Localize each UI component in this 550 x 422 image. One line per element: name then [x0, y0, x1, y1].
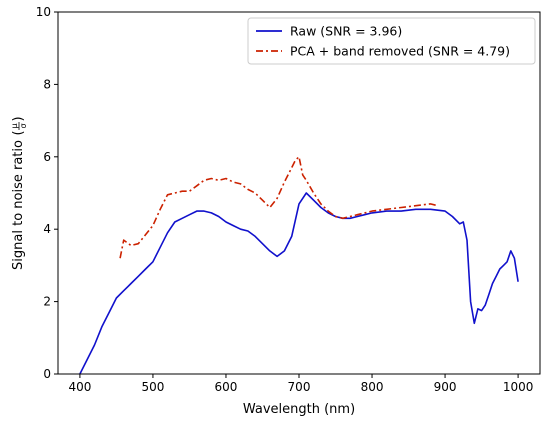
- x-axis-label: Wavelength (nm): [243, 402, 355, 417]
- x-tick-label: 700: [288, 380, 311, 394]
- y-tick-label: 8: [43, 77, 51, 91]
- plot-frame: [57, 11, 541, 375]
- y-tick-label: 6: [43, 150, 51, 164]
- series-layer: [79, 156, 519, 375]
- x-tick-label: 400: [68, 380, 91, 394]
- y-tick-label: 2: [43, 295, 51, 309]
- y-axis-label-denominator: σ: [19, 123, 28, 128]
- y-axis-label-numerator: μ: [10, 123, 19, 128]
- y-axis-label-text: Signal to noise ratio: [11, 140, 26, 270]
- x-tick-label: 500: [141, 380, 164, 394]
- y-tick-label: 0: [43, 367, 51, 381]
- legend-label: Raw (SNR = 3.96): [290, 24, 402, 39]
- x-tick-label: 1000: [503, 380, 534, 394]
- series-line-pca-band-removed: [119, 156, 438, 259]
- y-axis-label-group: Signal to noise ratio ( μ σ ): [10, 116, 28, 270]
- x-tick-label: 600: [215, 380, 238, 394]
- y-axis-label-paren-open: (: [11, 130, 26, 135]
- x-tick-label: 800: [361, 380, 384, 394]
- legend: Raw (SNR = 3.96) PCA + band removed (SNR …: [247, 17, 536, 65]
- legend-label: PCA + band removed (SNR = 4.79): [290, 44, 510, 59]
- y-tick-label: 10: [36, 5, 51, 19]
- y-axis-label-paren-close: ): [11, 116, 26, 121]
- x-tick-label: 900: [434, 380, 457, 394]
- y-tick-label: 4: [43, 222, 51, 236]
- x-axis: 400 500 600 700 800 900 1000: [68, 374, 533, 394]
- y-axis-label: Signal to noise ratio: [11, 140, 26, 270]
- y-axis: 0 2 4 6 8 10: [36, 5, 58, 381]
- legend-box: [247, 17, 536, 65]
- series-line-raw: [79, 192, 519, 375]
